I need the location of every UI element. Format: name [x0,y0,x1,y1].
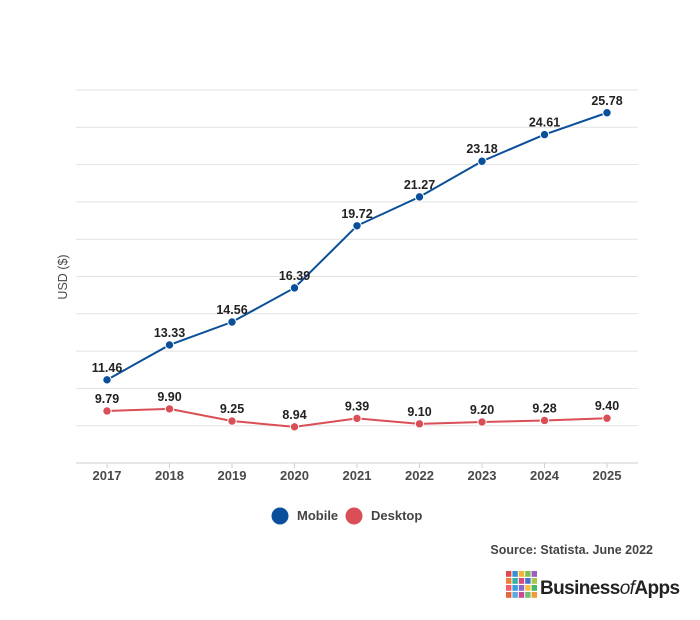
data-label: 19.72 [341,207,372,221]
data-label: 9.25 [220,402,244,416]
logo: BusinessofApps [506,571,680,599]
data-labels: 11.46 13.33 14.56 16.39 19.72 21.27 23.18 24.61… [92,94,623,422]
logo-tile [531,571,537,577]
logo-tile [506,592,512,598]
logo-tile [525,592,531,598]
data-point [414,419,425,429]
logo-tile [506,578,512,584]
x-tick-label: 2024 [530,468,560,483]
data-point [414,192,425,202]
y-axis-label: USD ($) [56,254,70,299]
x-axis-ticks: 2017 2018 2019 2020 2021 2022 2023 2024 2025 [93,463,622,483]
logo-tile [518,585,525,591]
data-point [352,221,362,231]
data-point [102,406,112,416]
x-tick-label: 2022 [405,468,434,483]
gridlines [76,89,638,464]
data-point [352,413,362,424]
data-point [602,108,612,118]
source-note: Source: Statista. June 2022 [490,543,653,557]
logo-tile [506,585,512,591]
data-label: 21.27 [404,178,435,192]
data-point [227,317,237,327]
logo-tile [531,592,537,598]
data-label: 14.56 [216,303,247,317]
logo-tile [518,578,525,584]
data-point [164,404,175,414]
logo-tile [525,578,531,584]
data-label: 9.20 [470,403,494,417]
legend: Mobile Desktop [271,507,422,525]
data-point [539,415,550,426]
logo-tile [531,578,537,584]
data-point [602,413,612,423]
data-label: 9.79 [95,392,119,406]
logo-tile [506,571,512,577]
logo-tile [512,592,518,598]
data-label: 9.28 [532,401,556,415]
x-tick-label: 2023 [468,468,497,483]
series-layer [102,108,612,432]
logo-tile [518,592,525,598]
x-tick-label: 2021 [343,468,372,483]
data-label: 9.10 [407,405,431,419]
legend-label-desktop: Desktop [371,508,422,523]
x-tick-label: 2019 [218,468,247,483]
logo-tile [525,571,531,577]
logo-mark [506,571,537,598]
data-label: 9.39 [345,399,369,413]
data-label: 25.78 [591,94,622,108]
data-label: 16.39 [279,269,310,283]
legend-marker-mobile [271,507,289,525]
logo-tile [512,585,518,591]
logo-text: BusinessofApps [540,578,679,599]
logo-tile [512,578,518,584]
data-label: 13.33 [154,326,185,340]
logo-tile [525,585,531,591]
x-tick-label: 2020 [280,468,309,483]
x-tick-label: 2017 [93,468,122,483]
data-point [539,129,550,140]
logo-tile [518,571,525,577]
data-label: 9.40 [595,399,619,413]
data-point [477,156,487,166]
legend-marker-desktop [345,507,363,525]
x-tick-label: 2025 [593,468,622,483]
data-point [227,416,237,426]
data-label: 8.94 [282,408,306,422]
x-tick-label: 2018 [155,468,184,483]
data-label: 24.61 [529,116,560,130]
logo-tile [512,571,518,577]
data-point [289,283,300,293]
data-label: 23.18 [466,142,497,156]
data-label: 9.90 [157,390,181,404]
data-point [164,340,175,350]
data-point [102,375,112,385]
logo-tile [531,585,537,591]
data-label: 11.46 [92,361,123,375]
data-point [289,422,300,432]
legend-label-mobile: Mobile [297,508,338,523]
data-point [477,417,487,427]
